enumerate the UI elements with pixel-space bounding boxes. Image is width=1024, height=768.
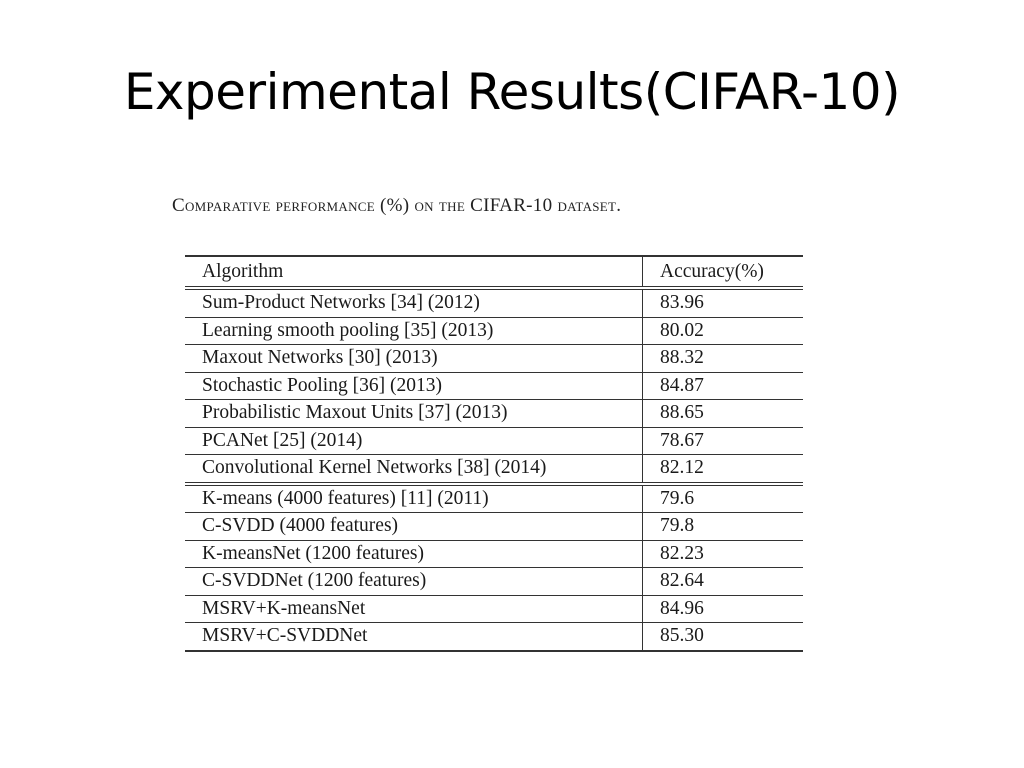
cell-accuracy: 79.8 — [642, 512, 803, 541]
table-row: C-SVDDNet (1200 features) 82.64 — [185, 567, 803, 596]
table-row: Learning smooth pooling [35] (2013) 80.0… — [185, 317, 803, 345]
cell-algorithm: Probabilistic Maxout Units [37] (2013) — [185, 399, 643, 428]
table-row: MSRV+K-meansNet 84.96 — [185, 595, 803, 623]
cell-accuracy: 82.64 — [642, 567, 803, 596]
table-row: K-meansNet (1200 features) 82.23 — [185, 540, 803, 568]
table-figure: Comparative performance (%) on the CIFAR… — [172, 195, 812, 652]
cell-algorithm: K-meansNet (1200 features) — [185, 540, 643, 568]
table-row: MSRV+C-SVDDNet 85.30 — [185, 622, 803, 652]
cell-algorithm: MSRV+C-SVDDNet — [185, 622, 643, 652]
cell-algorithm: Stochastic Pooling [36] (2013) — [185, 372, 643, 400]
cell-algorithm: Learning smooth pooling [35] (2013) — [185, 317, 643, 345]
table-caption: Comparative performance (%) on the CIFAR… — [172, 195, 622, 216]
cell-algorithm: Maxout Networks [30] (2013) — [185, 344, 643, 373]
table-row: Stochastic Pooling [36] (2013) 84.87 — [185, 372, 803, 400]
table-row: Maxout Networks [30] (2013) 88.32 — [185, 344, 803, 373]
cell-algorithm: PCANet [25] (2014) — [185, 427, 643, 455]
table-row: PCANet [25] (2014) 78.67 — [185, 427, 803, 455]
header-accuracy: Accuracy(%) — [642, 255, 803, 290]
slide-title: Experimental Results(CIFAR-10) — [123, 63, 901, 121]
cell-algorithm: C-SVDD (4000 features) — [185, 512, 643, 541]
cell-accuracy: 83.96 — [642, 288, 803, 318]
cell-accuracy: 84.87 — [642, 372, 803, 400]
table-row: Convolutional Kernel Networks [38] (2014… — [185, 454, 803, 486]
cell-algorithm: Convolutional Kernel Networks [38] (2014… — [185, 454, 643, 486]
cell-algorithm: C-SVDDNet (1200 features) — [185, 567, 643, 596]
cell-accuracy: 80.02 — [642, 317, 803, 345]
table-row: K-means (4000 features) [11] (2011) 79.6 — [185, 483, 803, 513]
table-row: C-SVDD (4000 features) 79.8 — [185, 512, 803, 541]
header-algorithm: Algorithm — [185, 255, 643, 290]
results-table: Algorithm Accuracy(%) Sum-Product Networ… — [185, 255, 803, 652]
cell-algorithm: Sum-Product Networks [34] (2012) — [185, 288, 643, 318]
cell-accuracy: 82.23 — [642, 540, 803, 568]
cell-accuracy: 84.96 — [642, 595, 803, 623]
table-row: Probabilistic Maxout Units [37] (2013) 8… — [185, 399, 803, 428]
table-header-row: Algorithm Accuracy(%) — [185, 255, 803, 290]
cell-algorithm: K-means (4000 features) [11] (2011) — [185, 483, 643, 513]
cell-accuracy-best: 85.30 — [642, 622, 803, 652]
cell-accuracy: 88.32 — [642, 344, 803, 373]
cell-accuracy: 82.12 — [642, 454, 803, 486]
cell-algorithm: MSRV+K-meansNet — [185, 595, 643, 623]
cell-accuracy: 88.65 — [642, 399, 803, 428]
cell-accuracy: 78.67 — [642, 427, 803, 455]
table-row: Sum-Product Networks [34] (2012) 83.96 — [185, 288, 803, 318]
cell-accuracy: 79.6 — [642, 483, 803, 513]
